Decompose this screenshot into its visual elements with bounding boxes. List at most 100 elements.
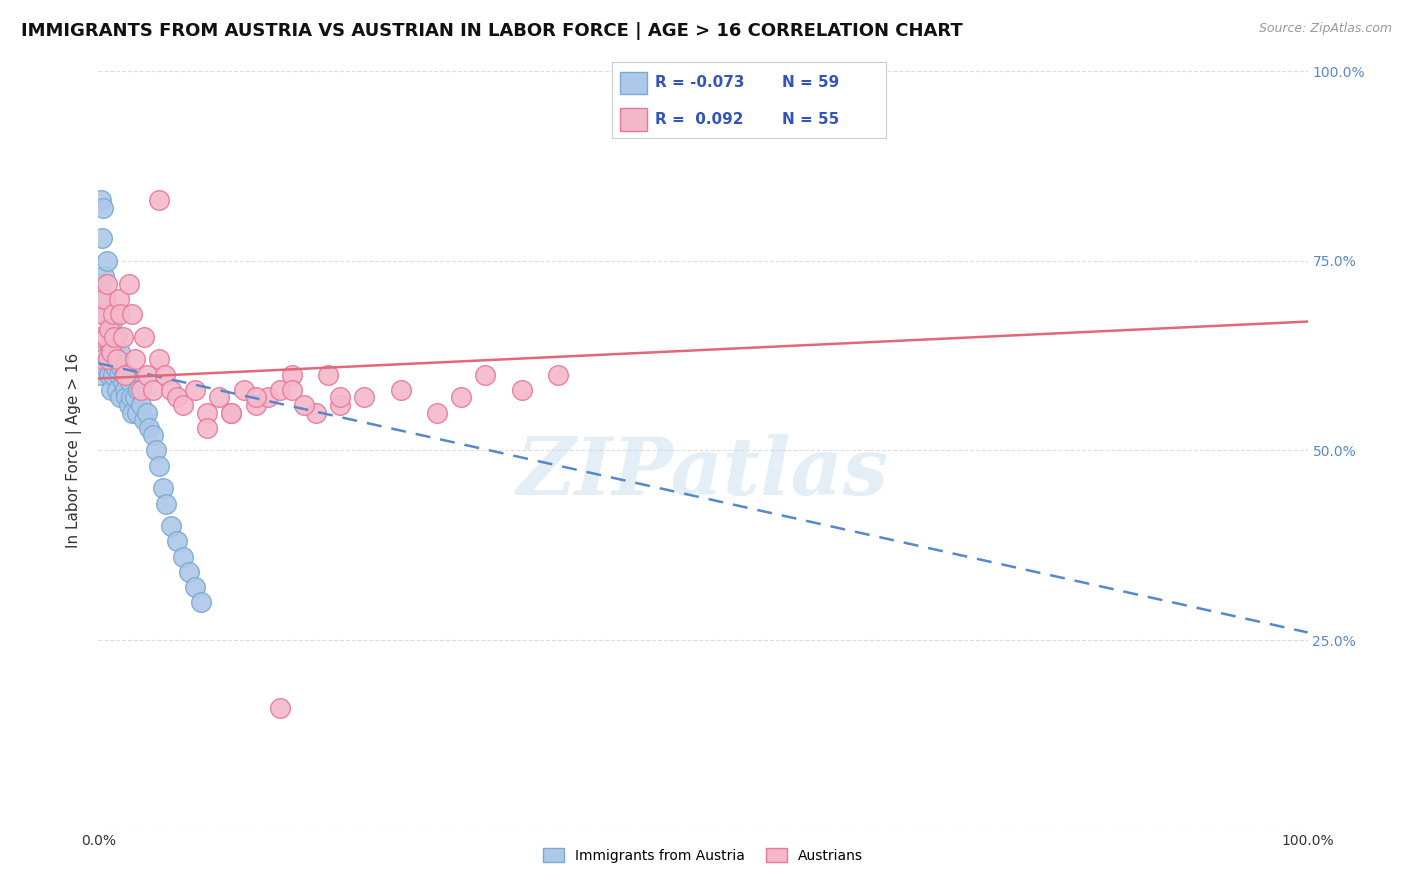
Point — [184, 383, 207, 397]
Point — [108, 292, 131, 306]
Point — [108, 368, 131, 382]
Point — [105, 383, 128, 397]
Point — [124, 391, 146, 405]
Point — [91, 352, 114, 367]
Point — [103, 344, 125, 359]
Point — [105, 352, 128, 367]
Point — [91, 307, 114, 321]
Point — [208, 391, 231, 405]
Point — [114, 368, 136, 382]
Point — [96, 253, 118, 268]
Point — [91, 307, 114, 321]
Point — [474, 368, 496, 382]
Point — [145, 443, 167, 458]
Point — [269, 383, 291, 397]
Point — [90, 194, 112, 208]
Point — [105, 330, 128, 344]
Point — [135, 368, 157, 382]
Point — [107, 352, 129, 367]
Point — [97, 307, 120, 321]
Point — [142, 383, 165, 397]
Point — [114, 383, 136, 397]
Point — [127, 405, 149, 420]
Point — [118, 398, 141, 412]
Point — [101, 330, 124, 344]
Point — [90, 330, 112, 344]
Text: N = 55: N = 55 — [782, 112, 839, 127]
Point — [93, 269, 115, 284]
Point — [281, 368, 304, 382]
FancyBboxPatch shape — [620, 108, 647, 130]
Point — [195, 421, 218, 435]
Point — [172, 398, 194, 412]
Point — [101, 368, 124, 382]
Text: R = -0.073: R = -0.073 — [655, 76, 745, 90]
Point — [91, 231, 114, 245]
Point — [166, 391, 188, 405]
Point — [94, 359, 117, 375]
Point — [101, 307, 124, 321]
Point — [148, 352, 170, 367]
Point — [221, 405, 243, 420]
Text: R =  0.092: R = 0.092 — [655, 112, 744, 127]
Point — [118, 376, 141, 390]
Point — [232, 383, 254, 397]
Point — [127, 383, 149, 397]
Point — [115, 391, 138, 405]
Text: N = 59: N = 59 — [782, 76, 839, 90]
Point — [108, 344, 131, 359]
Point — [160, 383, 183, 397]
Legend: Immigrants from Austria, Austrians: Immigrants from Austria, Austrians — [537, 842, 869, 868]
Point — [98, 337, 121, 351]
Point — [117, 368, 139, 382]
Point — [221, 405, 243, 420]
Point — [134, 413, 156, 427]
Point — [152, 482, 174, 496]
Point — [100, 352, 122, 367]
Text: ZIPatlas: ZIPatlas — [517, 434, 889, 512]
Text: Source: ZipAtlas.com: Source: ZipAtlas.com — [1258, 22, 1392, 36]
Point — [148, 458, 170, 473]
Point — [111, 330, 134, 344]
Point — [111, 376, 134, 390]
Point — [245, 398, 267, 412]
Point — [96, 330, 118, 344]
Point — [96, 277, 118, 291]
Point — [256, 391, 278, 405]
Point — [184, 580, 207, 594]
Point — [155, 496, 177, 510]
Point — [98, 368, 121, 382]
Point — [450, 391, 472, 405]
Point — [94, 292, 117, 306]
Point — [108, 391, 131, 405]
Text: IMMIGRANTS FROM AUSTRIA VS AUSTRIAN IN LABOR FORCE | AGE > 16 CORRELATION CHART: IMMIGRANTS FROM AUSTRIA VS AUSTRIAN IN L… — [21, 22, 963, 40]
Point — [110, 359, 132, 375]
Point — [121, 405, 143, 420]
Point — [148, 194, 170, 208]
Point — [166, 534, 188, 549]
Point — [94, 330, 117, 344]
Point — [91, 330, 114, 344]
Point — [120, 391, 142, 405]
Point — [129, 383, 152, 397]
Point — [292, 398, 315, 412]
Point — [142, 428, 165, 442]
Point — [160, 519, 183, 533]
Point — [389, 383, 412, 397]
Point — [100, 344, 122, 359]
Point — [134, 330, 156, 344]
Point — [98, 322, 121, 336]
Point — [100, 383, 122, 397]
Y-axis label: In Labor Force | Age > 16: In Labor Force | Age > 16 — [66, 353, 83, 548]
Point — [245, 391, 267, 405]
Point — [305, 405, 328, 420]
Point — [329, 398, 352, 412]
Point — [112, 368, 135, 382]
Point — [89, 368, 111, 382]
Point — [97, 352, 120, 367]
Point — [97, 352, 120, 367]
Point — [91, 201, 114, 215]
Point — [129, 398, 152, 412]
Point — [316, 368, 339, 382]
Point — [121, 307, 143, 321]
